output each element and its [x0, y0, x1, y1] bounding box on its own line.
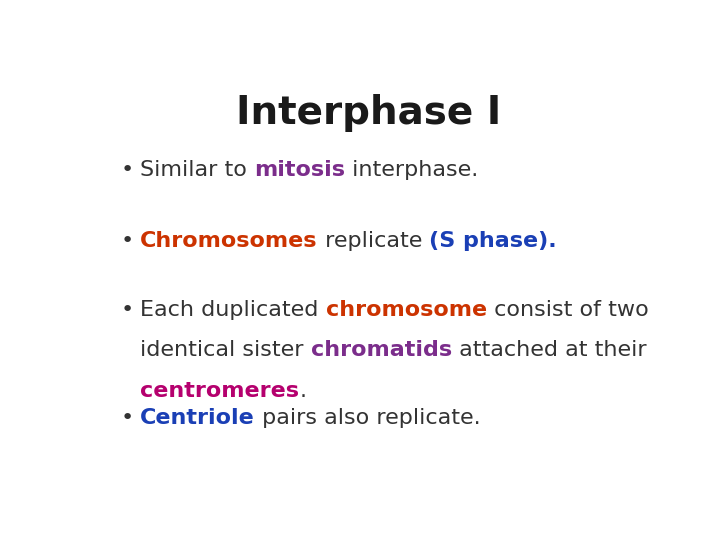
Text: interphase.: interphase. [345, 160, 479, 180]
Text: chromatids: chromatids [311, 341, 452, 361]
Text: •: • [121, 408, 134, 428]
Text: .: . [300, 381, 306, 401]
Text: consist of two: consist of two [487, 300, 649, 320]
Text: centromeres: centromeres [140, 381, 300, 401]
Text: Each duplicated: Each duplicated [140, 300, 325, 320]
Text: pairs also replicate.: pairs also replicate. [255, 408, 480, 428]
Text: chromosome: chromosome [325, 300, 487, 320]
Text: •: • [121, 231, 134, 251]
Text: (S phase).: (S phase). [429, 231, 557, 251]
Text: replicate: replicate [318, 231, 429, 251]
Text: Centriole: Centriole [140, 408, 255, 428]
Text: Interphase I: Interphase I [236, 94, 502, 132]
Text: mitosis: mitosis [254, 160, 345, 180]
Text: Chromosomes: Chromosomes [140, 231, 318, 251]
Text: attached at their: attached at their [452, 341, 647, 361]
Text: •: • [121, 300, 134, 320]
Text: Similar to: Similar to [140, 160, 254, 180]
Text: •: • [121, 160, 134, 180]
Text: identical sister: identical sister [140, 341, 311, 361]
